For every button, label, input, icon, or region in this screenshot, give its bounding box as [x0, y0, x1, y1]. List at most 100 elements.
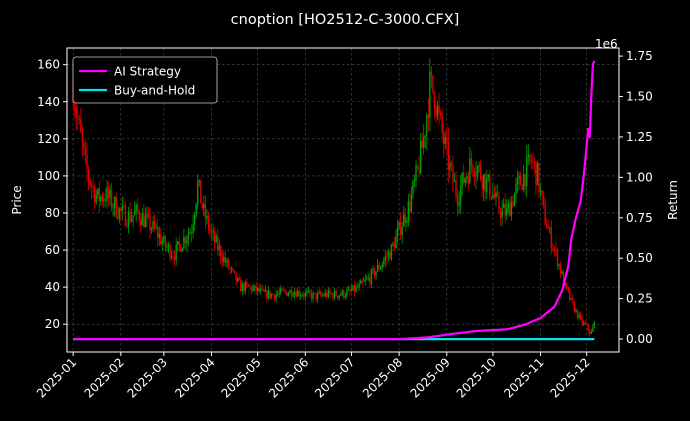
- candle-body: [90, 184, 93, 187]
- candle-body: [538, 163, 540, 193]
- candle-body: [318, 292, 320, 294]
- candle-body: [144, 216, 147, 228]
- candle-body: [306, 291, 308, 293]
- candle-body: [453, 180, 456, 183]
- candle-body: [390, 244, 393, 260]
- candle-body: [210, 230, 213, 233]
- candle-body: [381, 264, 383, 268]
- candle-body: [416, 165, 419, 168]
- candle-body: [78, 118, 81, 120]
- candle-body: [180, 244, 182, 252]
- candle-body: [338, 295, 340, 298]
- candle-body: [324, 292, 327, 297]
- candle-body: [526, 157, 528, 187]
- candle-body: [378, 264, 380, 270]
- candle-body: [130, 218, 133, 222]
- candle-body: [227, 259, 230, 269]
- candle-body: [510, 201, 513, 217]
- candle-body: [235, 272, 237, 282]
- tick-label-x: 2025-03: [125, 355, 170, 400]
- candle-body: [589, 330, 591, 334]
- tick-label-left: 60: [45, 243, 60, 257]
- candle-body: [98, 188, 100, 202]
- candle-body: [215, 236, 217, 243]
- candle-body: [213, 231, 216, 243]
- candle-body: [519, 176, 522, 186]
- candle-body: [147, 214, 150, 216]
- candle-body: [152, 221, 154, 229]
- candle-body: [502, 203, 505, 208]
- candle-body: [146, 214, 148, 217]
- candle-body: [135, 205, 137, 212]
- candle-body: [183, 237, 185, 249]
- tick-label-right: 0.25: [626, 292, 653, 306]
- tick-label-x: 2025-11: [501, 355, 546, 400]
- candle-body: [87, 169, 90, 180]
- candle-body: [532, 161, 534, 163]
- candle-body: [143, 213, 145, 228]
- candle-body: [101, 196, 104, 202]
- candle-body: [169, 244, 171, 258]
- candle-body: [204, 203, 207, 219]
- candle-body: [113, 197, 116, 208]
- tick-label-x: 2025-04: [172, 355, 217, 400]
- candle-body: [195, 203, 197, 215]
- candle-body: [233, 270, 236, 273]
- candle-body: [86, 154, 88, 170]
- candle-body: [572, 298, 574, 303]
- candle-body: [309, 290, 311, 294]
- candle-body: [203, 203, 205, 208]
- candle-body: [415, 165, 417, 180]
- candle-body: [184, 237, 187, 244]
- y-axis-label-right: Return: [666, 180, 680, 220]
- candle-body: [592, 327, 594, 332]
- candle-body: [73, 103, 76, 109]
- tick-label-right: 1.00: [626, 170, 653, 184]
- candle-body: [329, 290, 331, 294]
- candle-body: [486, 178, 488, 192]
- candle-body: [406, 220, 408, 223]
- candle-body: [321, 294, 323, 296]
- candle-body: [429, 71, 431, 118]
- candle-body: [280, 288, 282, 293]
- candle-body: [352, 285, 354, 291]
- candle-body: [246, 282, 248, 285]
- candle-body: [484, 174, 486, 192]
- tick-label-x: 2025-07: [312, 355, 357, 400]
- candle-body: [466, 176, 468, 179]
- candle-body: [546, 224, 548, 229]
- candle-body: [218, 246, 220, 250]
- candle-body: [410, 194, 413, 212]
- tick-label-left: 20: [45, 317, 60, 331]
- tick-label-left: 40: [45, 280, 60, 294]
- candle-body: [450, 163, 453, 166]
- candle-body: [430, 71, 433, 76]
- candle-body: [407, 201, 410, 221]
- candle-body: [216, 236, 219, 250]
- candle-body: [286, 291, 288, 296]
- candle-body: [441, 115, 443, 133]
- candle-body: [582, 322, 585, 324]
- candle-body: [327, 290, 330, 297]
- tick-label-x: 2025-06: [266, 355, 311, 400]
- candle-body: [196, 181, 199, 204]
- candle-body: [178, 241, 180, 245]
- candle-body: [339, 294, 342, 296]
- candle-body: [230, 268, 233, 270]
- candle-body: [482, 174, 485, 190]
- candle-body: [127, 211, 130, 227]
- candle-body: [399, 221, 402, 236]
- candle-body: [284, 290, 287, 292]
- candle-body: [272, 293, 274, 295]
- candle-body: [473, 171, 476, 177]
- tick-label-right: 0.75: [626, 211, 653, 225]
- candle-body: [132, 215, 134, 219]
- candle-body: [372, 268, 374, 271]
- series-line-ai-strategy: [73, 60, 596, 341]
- candle-body: [356, 286, 359, 288]
- candle-body: [163, 236, 165, 242]
- candle-body: [104, 199, 107, 201]
- candle-body: [498, 195, 500, 212]
- candle-body: [504, 203, 506, 216]
- candle-body: [207, 215, 210, 230]
